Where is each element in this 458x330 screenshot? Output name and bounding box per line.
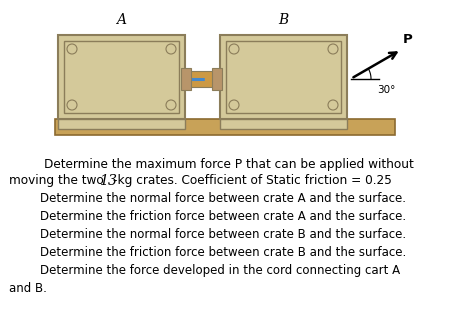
Text: 13: 13 <box>99 174 117 188</box>
Text: Determine the force developed in the cord connecting cart A: Determine the force developed in the cor… <box>40 264 400 277</box>
Bar <box>212 68 222 90</box>
Text: and B.: and B. <box>9 282 47 295</box>
Text: B: B <box>278 13 289 27</box>
Text: -kg crates. Coefficient of Static friction = 0.25: -kg crates. Coefficient of Static fricti… <box>113 174 392 187</box>
Bar <box>58 119 185 129</box>
Text: 30°: 30° <box>377 85 395 95</box>
Text: moving the two: moving the two <box>9 174 108 187</box>
Text: Determine the friction force between crate B and the surface.: Determine the friction force between cra… <box>40 246 406 259</box>
Text: Determine the maximum force P that can be applied without: Determine the maximum force P that can b… <box>44 158 414 171</box>
Bar <box>220 35 347 119</box>
Bar <box>64 41 179 113</box>
Bar <box>58 35 185 119</box>
Text: A: A <box>116 13 126 27</box>
Bar <box>181 68 191 90</box>
Text: P: P <box>403 33 413 46</box>
Bar <box>220 119 347 129</box>
Bar <box>55 119 395 135</box>
Text: Determine the normal force between crate B and the surface.: Determine the normal force between crate… <box>40 228 406 241</box>
Bar <box>185 71 220 87</box>
Text: Determine the normal force between crate A and the surface.: Determine the normal force between crate… <box>40 192 406 205</box>
Bar <box>226 41 341 113</box>
Text: Determine the friction force between crate A and the surface.: Determine the friction force between cra… <box>40 210 406 223</box>
